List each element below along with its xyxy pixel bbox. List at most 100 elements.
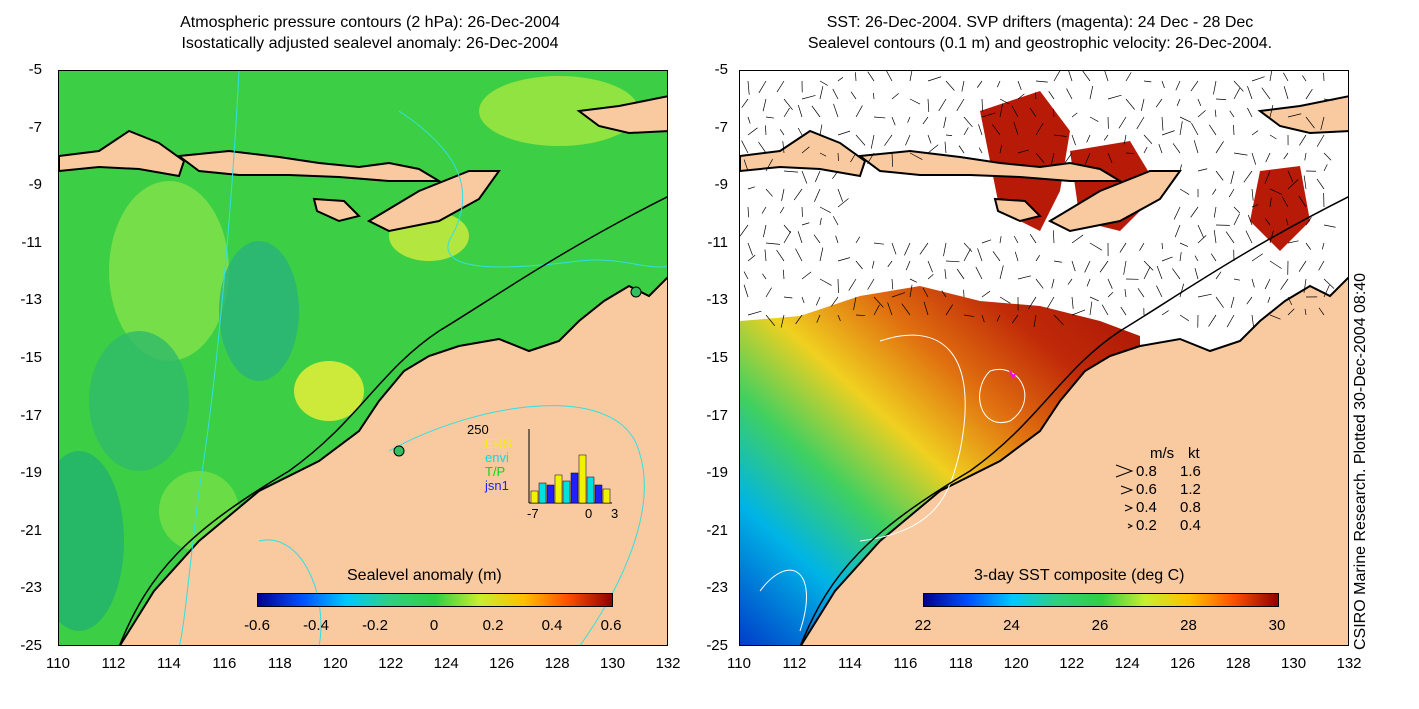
velocity-vector — [1012, 314, 1019, 324]
velocity-vector — [1305, 217, 1312, 226]
velocity-vector — [1251, 253, 1263, 262]
velocity-vector — [793, 188, 803, 201]
legend-arrow-02 — [1127, 523, 1134, 529]
velocity-vector — [833, 216, 839, 226]
velocity-vector — [873, 296, 884, 308]
velocity-vector — [747, 310, 762, 316]
velocity-vector — [1303, 278, 1307, 293]
velocity-vector — [1323, 164, 1328, 172]
velocity-vector — [1191, 122, 1199, 136]
sst-warm-patch — [980, 91, 1070, 231]
inset-bar-chart — [530, 454, 611, 504]
velocity-vector — [765, 125, 767, 136]
velocity-vector — [1103, 134, 1109, 141]
velocity-vector — [927, 260, 933, 273]
velocity-vector — [978, 124, 983, 136]
velocity-vector — [1197, 224, 1204, 238]
australia-landmass — [119, 276, 667, 645]
velocity-vector — [782, 269, 785, 280]
velocity-vector — [1208, 124, 1217, 136]
velocity-vector — [1143, 146, 1148, 154]
velocity-vector — [743, 271, 749, 280]
velocity-vector — [819, 217, 822, 226]
svp-drifter-track — [1009, 370, 1017, 379]
velocity-vector — [873, 304, 880, 316]
longitude-tick: 126 — [489, 655, 515, 672]
velocity-vector — [779, 129, 785, 136]
velocity-vector — [819, 80, 828, 86]
velocity-vector — [1298, 260, 1307, 272]
velocity-vector — [873, 92, 875, 100]
colorbar-tick: -0.6 — [244, 617, 270, 634]
inset-bar — [602, 488, 611, 504]
velocity-vector — [1124, 289, 1127, 298]
velocity-vector — [765, 116, 774, 119]
velocity-vector — [999, 144, 1003, 154]
longitude-tick: 114 — [837, 655, 862, 672]
velocity-vector — [1066, 88, 1073, 100]
latitude-tick: -19 — [20, 464, 42, 482]
latitude-tick: -9 — [28, 176, 42, 194]
sst-map: m/s kt 0.8 1.6 0.6 1.2 0.4 0.8 0.2 0.4 3… — [739, 70, 1349, 646]
velocity-vector — [747, 116, 751, 124]
sealevel-colorbar — [257, 593, 613, 607]
velocity-vector — [1071, 134, 1076, 146]
velocity-vector — [1082, 71, 1091, 82]
velocity-vector — [1017, 80, 1022, 90]
latitude-tick: -25 — [706, 637, 728, 654]
velocity-vector — [1302, 75, 1307, 82]
velocity-vector — [1175, 80, 1181, 91]
velocity-vector — [743, 159, 749, 172]
velocity-vector — [1261, 87, 1271, 100]
velocity-legend-kt: 0.8 — [1180, 499, 1201, 516]
longitude-tick: 118 — [267, 655, 292, 672]
velocity-vector — [1046, 296, 1055, 309]
velocity-vector — [977, 248, 983, 262]
latitude-tick: -7 — [714, 118, 728, 136]
longitude-tick: 120 — [1003, 655, 1029, 672]
longitude-tick: 114 — [156, 655, 181, 672]
latitude-tick: -23 — [706, 579, 728, 597]
latitude-tick: -17 — [706, 406, 728, 424]
colorbar-tick: -0.2 — [362, 617, 388, 634]
velocity-vector — [1071, 260, 1076, 272]
longitude-tick: 118 — [948, 655, 973, 672]
velocity-vector — [1156, 285, 1163, 298]
velocity-vector — [1125, 98, 1135, 110]
velocity-vector — [1013, 121, 1019, 136]
timor-island — [366, 170, 501, 233]
velocity-vector — [981, 112, 996, 118]
velocity-vector — [904, 242, 911, 256]
velocity-vector — [782, 141, 785, 154]
velocity-vector — [992, 251, 1001, 262]
velocity-vector — [1212, 188, 1217, 195]
sumba-island — [993, 197, 1042, 223]
velocity-vector — [999, 98, 1010, 105]
pressure-contour — [388, 405, 645, 645]
velocity-vector — [1287, 296, 1293, 306]
velocity-vector — [833, 103, 839, 118]
velocity-vector — [1063, 152, 1073, 165]
anomaly-high-blob — [479, 76, 639, 146]
velocity-vector — [1161, 116, 1164, 131]
velocity-vector — [795, 314, 803, 325]
velocity-vector — [1143, 80, 1152, 83]
velocity-vector — [1174, 224, 1181, 238]
velocity-vector — [855, 134, 866, 146]
velocity-vector — [1214, 109, 1217, 118]
velocity-vector — [765, 188, 773, 197]
velocity-vector — [1029, 107, 1037, 118]
velocity-vector — [1035, 152, 1045, 164]
velocity-vector — [1053, 71, 1061, 82]
velocity-vector — [956, 268, 965, 280]
velocity-vector — [945, 134, 953, 136]
velocity-vector — [1269, 134, 1277, 140]
latitude-tick: -13 — [706, 291, 728, 309]
legend-arrow-04 — [1124, 504, 1134, 512]
velocity-vector — [1179, 252, 1182, 262]
velocity-vector — [837, 314, 841, 322]
velocity-vector — [1194, 267, 1199, 280]
velocity-vector — [1029, 233, 1037, 244]
velocity-vector — [801, 271, 812, 280]
velocity-vector — [870, 134, 875, 149]
